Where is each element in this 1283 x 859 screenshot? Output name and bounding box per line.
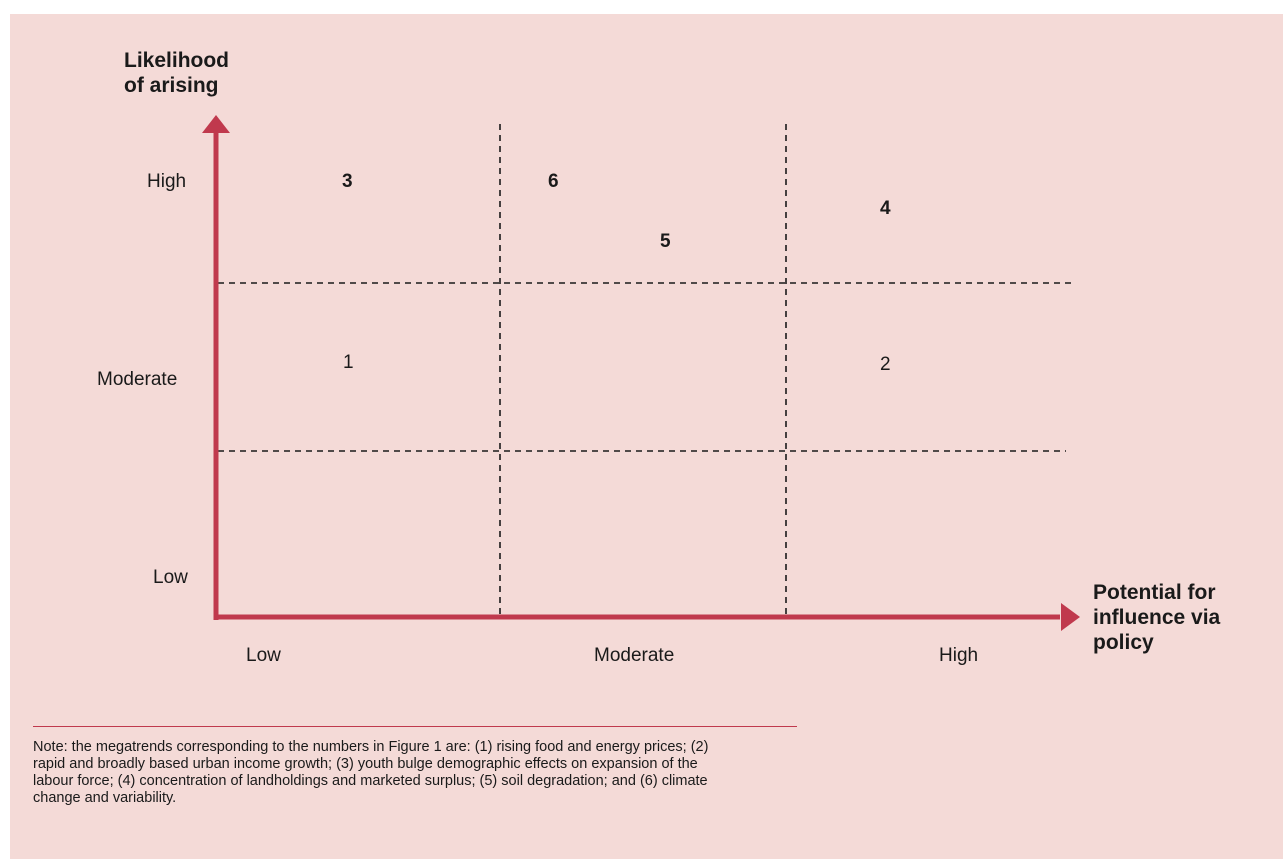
- x-axis-title-line1: Potential for: [1093, 581, 1216, 604]
- marker-5: 5: [660, 231, 671, 252]
- x-tick-moderate: Moderate: [594, 645, 675, 666]
- y-tick-high: High: [147, 171, 187, 192]
- marker-2: 2: [880, 354, 891, 375]
- marker-1: 1: [343, 352, 354, 373]
- x-axis-arrowhead: [1061, 603, 1080, 631]
- y-tick-low: Low: [153, 567, 188, 588]
- y-axis-title: Likelihood of arising: [124, 48, 229, 98]
- x-tick-low: Low: [246, 645, 281, 666]
- x-tick-high: High: [939, 645, 979, 666]
- matrix-diagram: [202, 115, 1080, 631]
- figure-panel: Likelihood of arising Potential for infl…: [10, 14, 1283, 859]
- y-tick-moderate: Moderate: [97, 369, 178, 390]
- x-axis-title-line3: policy: [1093, 631, 1154, 654]
- footnote: Note: the megatrends corresponding to th…: [33, 739, 709, 806]
- marker-4: 4: [880, 198, 891, 219]
- x-axis-title-line2: influence via: [1093, 606, 1221, 629]
- y-axis-title-line1: Likelihood: [124, 49, 229, 72]
- marker-6: 6: [548, 171, 559, 192]
- marker-3: 3: [342, 171, 353, 192]
- note-divider: [33, 726, 797, 727]
- y-axis-title-line2: of arising: [124, 74, 219, 97]
- y-axis-arrowhead: [202, 115, 230, 133]
- x-axis-title: Potential for influence via policy: [1093, 580, 1220, 655]
